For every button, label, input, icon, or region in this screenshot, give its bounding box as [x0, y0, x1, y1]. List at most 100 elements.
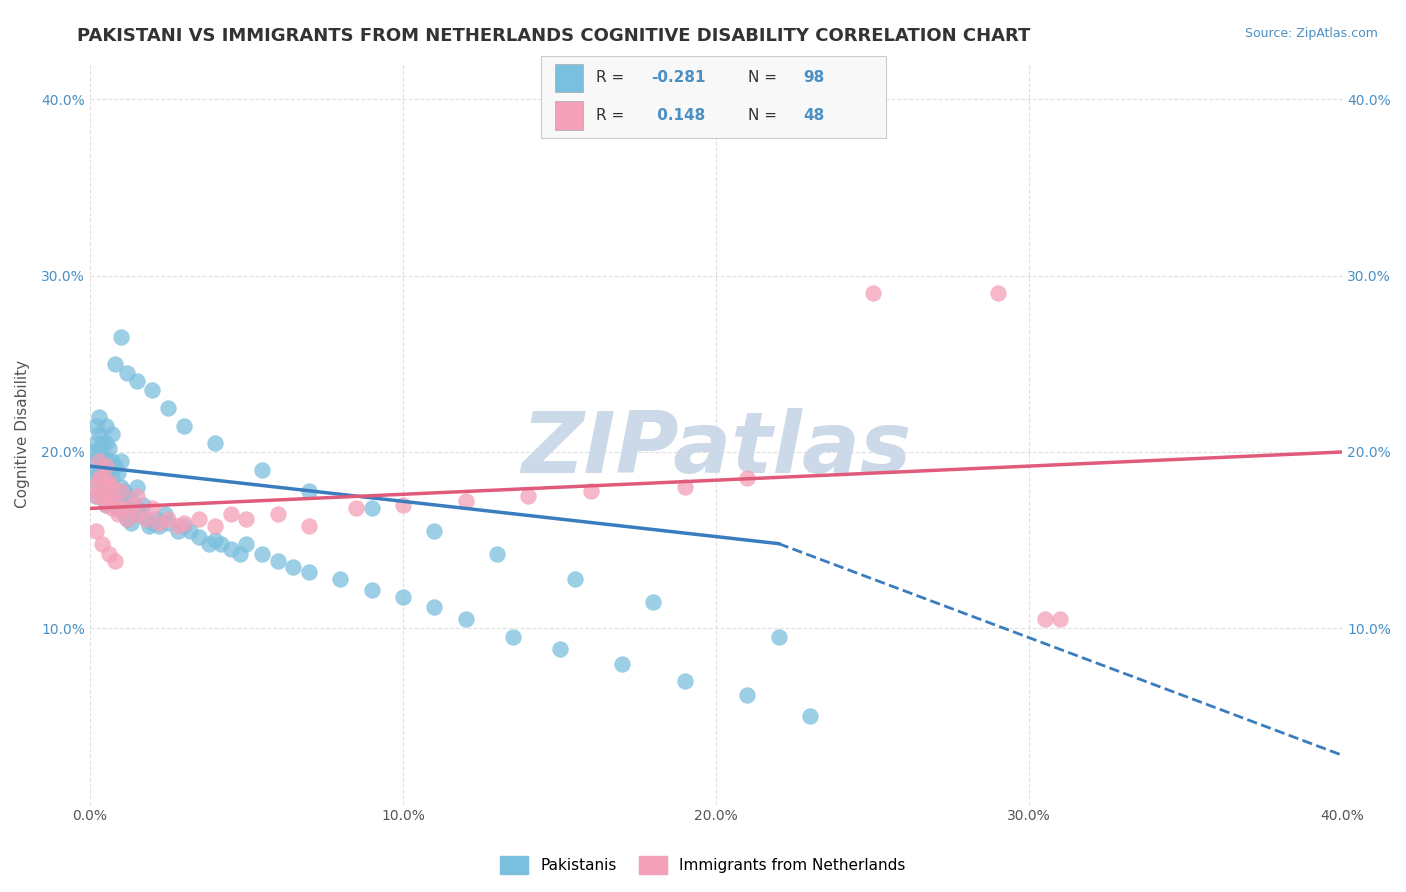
Text: 0.148: 0.148 [651, 108, 704, 123]
Text: -0.281: -0.281 [651, 70, 706, 85]
Point [94, 418, 117, 433]
Point [141, 516, 163, 530]
Point [91, 471, 114, 485]
Point [283, 559, 305, 574]
Point [89, 471, 111, 485]
Point [84, 418, 107, 433]
Point [84, 489, 107, 503]
Point [110, 498, 132, 512]
Point [235, 536, 257, 550]
Point [423, 524, 446, 539]
Point [360, 582, 382, 597]
Point [100, 427, 122, 442]
Point [110, 480, 132, 494]
Text: 98: 98 [803, 70, 824, 85]
Point [768, 630, 790, 644]
Point [392, 590, 415, 604]
Point [737, 688, 759, 702]
Point [235, 512, 257, 526]
Point [91, 489, 114, 503]
Point [298, 565, 321, 579]
Text: Source: ZipAtlas.com: Source: ZipAtlas.com [1244, 27, 1378, 40]
Point [82, 454, 104, 468]
Point [107, 483, 129, 498]
Point [100, 501, 122, 516]
Point [120, 516, 142, 530]
Point [97, 442, 120, 456]
Point [104, 459, 127, 474]
Point [91, 489, 114, 503]
Point [219, 507, 242, 521]
Point [166, 519, 188, 533]
Point [454, 612, 477, 626]
Point [97, 459, 120, 474]
Point [125, 489, 148, 503]
Point [229, 547, 252, 561]
Point [94, 480, 117, 494]
Point [110, 330, 132, 344]
FancyBboxPatch shape [555, 63, 582, 92]
Point [125, 501, 148, 516]
Point [673, 480, 696, 494]
Point [673, 674, 696, 689]
Point [148, 519, 170, 533]
Point [89, 427, 111, 442]
Point [89, 454, 111, 468]
Point [219, 541, 242, 556]
Point [157, 512, 180, 526]
Point [117, 366, 139, 380]
Point [610, 657, 633, 671]
Point [125, 480, 148, 494]
Point [145, 512, 167, 526]
Point [100, 454, 122, 468]
Point [97, 494, 120, 508]
Point [100, 489, 122, 503]
Point [548, 642, 571, 657]
Point [188, 530, 211, 544]
Point [454, 494, 477, 508]
Point [392, 498, 415, 512]
Point [112, 507, 135, 521]
Point [188, 512, 211, 526]
Point [987, 286, 1010, 301]
Point [110, 483, 132, 498]
Point [198, 536, 221, 550]
Point [267, 554, 290, 568]
Point [132, 498, 155, 512]
Point [110, 454, 132, 468]
Point [579, 483, 602, 498]
Point [107, 507, 129, 521]
Point [564, 572, 586, 586]
Point [344, 501, 367, 516]
Point [423, 600, 446, 615]
Point [94, 498, 117, 512]
Point [91, 454, 114, 468]
Point [298, 519, 321, 533]
Legend: Pakistanis, Immigrants from Netherlands: Pakistanis, Immigrants from Netherlands [495, 850, 911, 880]
Point [329, 572, 352, 586]
Point [89, 409, 111, 424]
Point [91, 471, 114, 485]
Point [485, 547, 508, 561]
Point [82, 445, 104, 459]
Point [107, 466, 129, 480]
Point [117, 489, 139, 503]
Point [82, 471, 104, 485]
Point [122, 507, 145, 521]
Y-axis label: Cognitive Disability: Cognitive Disability [15, 360, 30, 508]
Point [166, 524, 188, 539]
Point [94, 466, 117, 480]
Point [120, 498, 142, 512]
Text: PAKISTANI VS IMMIGRANTS FROM NETHERLANDS COGNITIVE DISABILITY CORRELATION CHART: PAKISTANI VS IMMIGRANTS FROM NETHERLANDS… [77, 27, 1031, 45]
Point [125, 375, 148, 389]
Point [84, 462, 107, 476]
Point [117, 512, 139, 526]
Point [82, 480, 104, 494]
Point [97, 547, 120, 561]
Point [204, 533, 226, 548]
Point [157, 401, 180, 415]
Text: R =: R = [596, 108, 624, 123]
Point [97, 494, 120, 508]
Point [89, 480, 111, 494]
Point [100, 480, 122, 494]
